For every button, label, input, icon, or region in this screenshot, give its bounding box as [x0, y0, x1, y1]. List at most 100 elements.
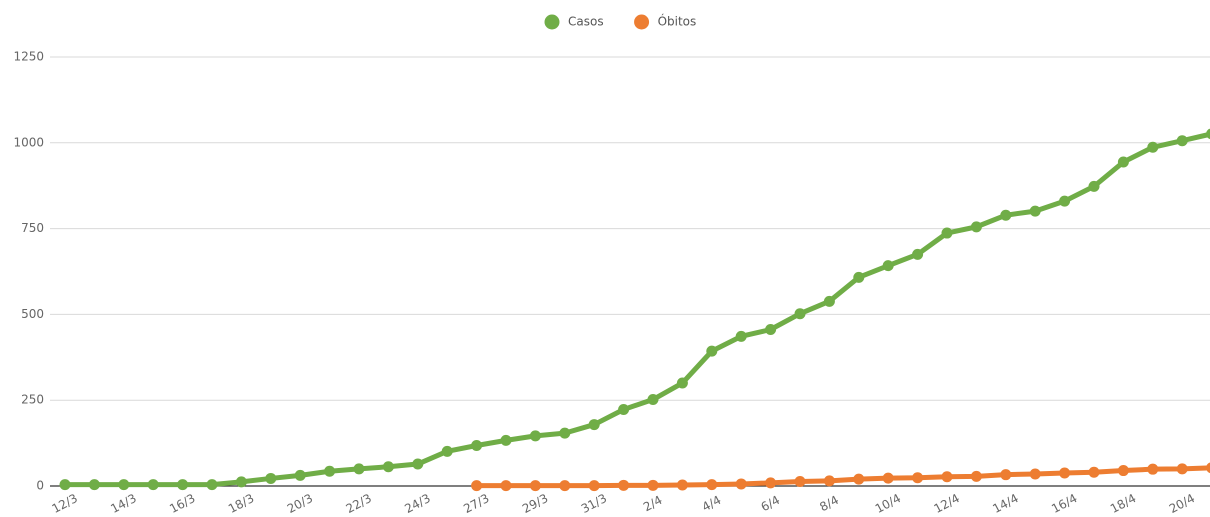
point	[1117, 156, 1129, 168]
point	[882, 472, 894, 484]
x-tick-label: 22/3	[344, 491, 374, 516]
x-tick-label: 20/4	[1167, 491, 1197, 516]
x-tick-label: 18/4	[1108, 491, 1138, 516]
point	[559, 427, 571, 439]
point	[588, 419, 600, 431]
point	[147, 479, 159, 491]
point	[1029, 468, 1041, 480]
point	[353, 463, 365, 475]
point	[1059, 467, 1071, 479]
point	[441, 445, 453, 457]
point	[529, 480, 541, 492]
point	[676, 479, 688, 491]
point	[471, 480, 483, 492]
point	[412, 458, 424, 470]
x-tick-label: 2/4	[641, 493, 665, 514]
x-tick-label: 10/4	[873, 491, 903, 516]
point	[823, 475, 835, 487]
point	[735, 478, 747, 490]
point	[1059, 195, 1071, 207]
point	[1176, 135, 1188, 147]
point	[1147, 463, 1159, 475]
point	[206, 479, 218, 491]
x-tick-label: 6/4	[759, 493, 783, 514]
point	[118, 479, 130, 491]
point	[912, 248, 924, 260]
point	[765, 324, 777, 336]
x-tick-label: 16/3	[167, 491, 197, 516]
point	[1206, 128, 1210, 140]
x-tick-label: 12/4	[932, 491, 962, 516]
x-tick-label: 18/3	[226, 491, 256, 516]
point	[1176, 463, 1188, 475]
x-tick-label: 14/4	[990, 491, 1020, 516]
y-tick-label: 250	[21, 393, 44, 407]
point	[853, 473, 865, 485]
point	[324, 465, 336, 477]
legend-label: Casos	[568, 15, 604, 29]
y-tick-label: 1250	[13, 50, 44, 64]
point	[941, 471, 953, 483]
point	[794, 308, 806, 320]
y-tick-label: 0	[36, 479, 44, 493]
x-tick-label: 20/3	[285, 491, 315, 516]
x-tick-label: 29/3	[520, 491, 550, 516]
point	[500, 480, 512, 492]
legend-label: Óbitos	[658, 14, 697, 29]
point	[882, 260, 894, 272]
point	[706, 345, 718, 357]
x-tick-label: 12/3	[50, 491, 80, 516]
point	[618, 479, 630, 491]
point	[735, 330, 747, 342]
x-tick-label: 8/4	[817, 493, 841, 514]
legend: Casos Óbitos	[544, 14, 697, 30]
point	[912, 472, 924, 484]
point	[177, 479, 189, 491]
point	[1000, 209, 1012, 221]
x-tick-label: 24/3	[402, 491, 432, 516]
point	[647, 479, 659, 491]
point	[529, 430, 541, 442]
point	[471, 440, 483, 452]
point	[823, 295, 835, 307]
point	[559, 480, 571, 492]
legend-marker	[544, 14, 560, 30]
x-tick-label: 31/3	[579, 491, 609, 516]
point	[1147, 141, 1159, 153]
point	[382, 461, 394, 473]
x-tick-label: 16/4	[1049, 491, 1079, 516]
series	[471, 462, 1210, 492]
point	[588, 480, 600, 492]
line	[65, 131, 1210, 488]
point	[1117, 465, 1129, 477]
point	[618, 403, 630, 415]
point	[88, 479, 100, 491]
point	[970, 221, 982, 233]
y-tick-label: 750	[21, 221, 44, 235]
point	[1029, 205, 1041, 217]
x-tick-label: 4/4	[700, 493, 724, 514]
point	[970, 470, 982, 482]
legend-marker	[634, 14, 650, 30]
point	[235, 476, 247, 488]
point	[794, 476, 806, 488]
point	[1000, 469, 1012, 481]
point	[59, 479, 71, 491]
x-tick-label: 14/3	[108, 491, 138, 516]
y-tick-label: 500	[21, 307, 44, 321]
point	[941, 227, 953, 239]
point	[706, 479, 718, 491]
point	[1088, 180, 1100, 192]
point	[676, 377, 688, 389]
point	[294, 469, 306, 481]
point	[1206, 462, 1210, 474]
point	[1088, 466, 1100, 478]
point	[647, 394, 659, 406]
point	[765, 477, 777, 489]
point	[500, 434, 512, 446]
point	[853, 271, 865, 283]
y-tick-label: 1000	[13, 135, 44, 149]
line	[476, 465, 1210, 489]
series	[59, 128, 1210, 491]
